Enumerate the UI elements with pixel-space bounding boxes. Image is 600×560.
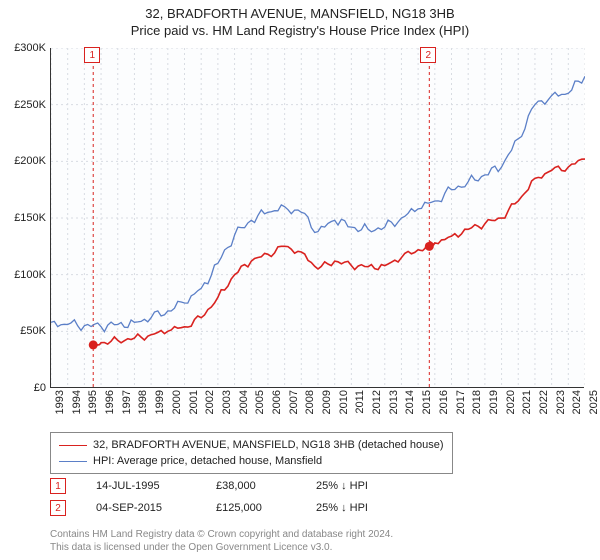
y-tick-label: £300K xyxy=(1,42,46,54)
x-tick-label: 2004 xyxy=(238,390,250,430)
x-tick-label: 2010 xyxy=(338,390,350,430)
y-tick-label: £50K xyxy=(1,325,46,337)
y-tick-label: £100K xyxy=(1,269,46,281)
x-tick-label: 2000 xyxy=(171,390,183,430)
x-tick-label: 2005 xyxy=(254,390,266,430)
x-tick-label: 2016 xyxy=(438,390,450,430)
legend-row-price: 32, BRADFORTH AVENUE, MANSFIELD, NG18 3H… xyxy=(59,437,444,453)
sale-marker-1: 1 xyxy=(50,478,66,494)
legend-swatch-price xyxy=(59,445,87,446)
y-tick-label: £250K xyxy=(1,99,46,111)
x-tick-label: 1999 xyxy=(154,390,166,430)
x-tick-label: 1996 xyxy=(104,390,116,430)
sale-marker-2: 2 xyxy=(50,500,66,516)
legend-box: 32, BRADFORTH AVENUE, MANSFIELD, NG18 3H… xyxy=(50,432,453,474)
footer: Contains HM Land Registry data © Crown c… xyxy=(50,528,393,554)
sale-date-1: 14-JUL-1995 xyxy=(96,480,186,492)
sale-delta-2: 25% ↓ HPI xyxy=(316,502,368,514)
sale-row-1: 1 14-JUL-1995 £38,000 25% ↓ HPI xyxy=(50,478,368,494)
sale-price-1: £38,000 xyxy=(216,480,286,492)
x-tick-label: 2012 xyxy=(371,390,383,430)
footer-line-2: This data is licensed under the Open Gov… xyxy=(50,541,393,554)
x-tick-label: 2009 xyxy=(321,390,333,430)
y-tick-label: £150K xyxy=(1,212,46,224)
x-tick-label: 2002 xyxy=(204,390,216,430)
x-tick-label: 2021 xyxy=(521,390,533,430)
legend-swatch-hpi xyxy=(59,461,87,462)
x-tick-label: 2018 xyxy=(471,390,483,430)
chart-marker-box-1: 1 xyxy=(84,47,100,63)
x-tick-label: 2015 xyxy=(421,390,433,430)
x-tick-label: 2006 xyxy=(271,390,283,430)
legend-row-hpi: HPI: Average price, detached house, Mans… xyxy=(59,453,444,469)
x-tick-label: 2024 xyxy=(571,390,583,430)
plot-background xyxy=(50,48,584,388)
x-tick-label: 2013 xyxy=(388,390,400,430)
x-tick-label: 1994 xyxy=(71,390,83,430)
x-tick-label: 2017 xyxy=(455,390,467,430)
x-tick-label: 2022 xyxy=(538,390,550,430)
x-tick-label: 2007 xyxy=(288,390,300,430)
chart-marker-box-2: 2 xyxy=(420,47,436,63)
title-line-2: Price paid vs. HM Land Registry's House … xyxy=(0,23,600,38)
legend-label-hpi: HPI: Average price, detached house, Mans… xyxy=(93,453,322,469)
chart-area: £0£50K£100K£150K£200K£250K£300K 19931994… xyxy=(50,48,584,388)
footer-line-1: Contains HM Land Registry data © Crown c… xyxy=(50,528,393,541)
x-tick-label: 1997 xyxy=(121,390,133,430)
x-tick-label: 2001 xyxy=(188,390,200,430)
y-tick-label: £200K xyxy=(1,155,46,167)
x-tick-label: 1993 xyxy=(54,390,66,430)
x-tick-label: 2011 xyxy=(354,390,366,430)
x-tick-label: 1995 xyxy=(87,390,99,430)
chart-svg xyxy=(51,48,585,388)
x-tick-label: 2019 xyxy=(488,390,500,430)
chart-container: 32, BRADFORTH AVENUE, MANSFIELD, NG18 3H… xyxy=(0,0,600,560)
sale-delta-1: 25% ↓ HPI xyxy=(316,480,368,492)
y-tick-label: £0 xyxy=(1,382,46,394)
x-tick-label: 2020 xyxy=(505,390,517,430)
sale-date-2: 04-SEP-2015 xyxy=(96,502,186,514)
x-tick-label: 2025 xyxy=(588,390,600,430)
sale-price-2: £125,000 xyxy=(216,502,286,514)
sale-row-2: 2 04-SEP-2015 £125,000 25% ↓ HPI xyxy=(50,500,368,516)
title-block: 32, BRADFORTH AVENUE, MANSFIELD, NG18 3H… xyxy=(0,0,600,38)
x-tick-label: 2003 xyxy=(221,390,233,430)
x-tick-label: 2008 xyxy=(304,390,316,430)
x-tick-label: 1998 xyxy=(137,390,149,430)
x-tick-label: 2014 xyxy=(404,390,416,430)
title-line-1: 32, BRADFORTH AVENUE, MANSFIELD, NG18 3H… xyxy=(0,6,600,21)
legend-label-price: 32, BRADFORTH AVENUE, MANSFIELD, NG18 3H… xyxy=(93,437,444,453)
x-tick-label: 2023 xyxy=(555,390,567,430)
